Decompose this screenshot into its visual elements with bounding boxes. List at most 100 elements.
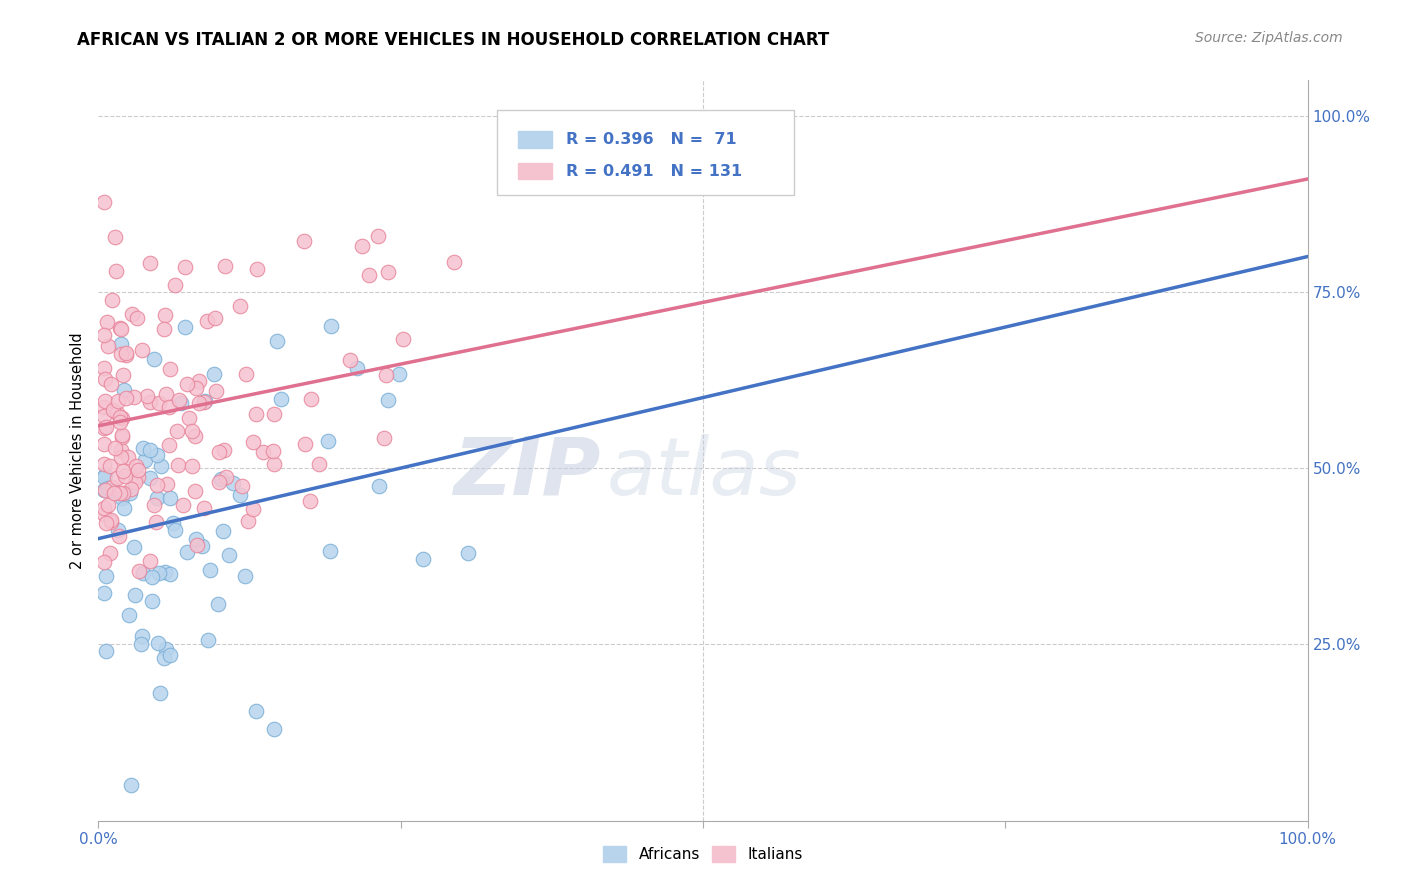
- Point: [198, 563, 221, 577]
- Point: [110, 336, 132, 351]
- Text: atlas: atlas: [606, 434, 801, 512]
- Point: [162, 516, 184, 531]
- Point: [245, 704, 267, 718]
- Point: [252, 445, 274, 459]
- Point: [111, 491, 134, 505]
- Point: [193, 395, 215, 409]
- Point: [131, 343, 153, 357]
- Point: [103, 486, 125, 500]
- Point: [136, 389, 159, 403]
- Point: [368, 479, 391, 493]
- Legend: Africans, Italians: Africans, Italians: [598, 840, 808, 869]
- Point: [93, 501, 115, 516]
- Point: [209, 472, 232, 486]
- Point: [245, 407, 267, 421]
- Point: [146, 478, 169, 492]
- Point: [146, 636, 169, 650]
- Point: [181, 458, 204, 473]
- Point: [125, 459, 148, 474]
- Point: [145, 515, 167, 529]
- Point: [155, 642, 177, 657]
- Point: [111, 427, 134, 442]
- Point: [93, 420, 115, 434]
- Point: [157, 438, 180, 452]
- Point: [443, 255, 465, 269]
- Point: [108, 529, 131, 543]
- Point: [367, 228, 389, 243]
- Point: [108, 416, 131, 430]
- Point: [101, 480, 124, 494]
- Point: [211, 524, 233, 539]
- Point: [94, 420, 117, 434]
- Point: [159, 491, 181, 505]
- Point: [110, 450, 132, 465]
- Point: [104, 230, 127, 244]
- Point: [204, 310, 226, 325]
- Point: [350, 239, 373, 253]
- Point: [163, 278, 186, 293]
- Point: [377, 393, 399, 408]
- Point: [93, 361, 115, 376]
- Point: [159, 648, 181, 662]
- Point: [377, 265, 399, 279]
- Point: [156, 477, 179, 491]
- Point: [101, 403, 124, 417]
- Point: [107, 523, 129, 537]
- Point: [93, 401, 115, 415]
- Point: [112, 464, 135, 478]
- Point: [110, 443, 132, 458]
- Point: [207, 597, 229, 611]
- Point: [184, 484, 207, 499]
- Point: [169, 396, 191, 410]
- Bar: [517, 163, 553, 179]
- Point: [131, 629, 153, 643]
- Point: [124, 588, 146, 602]
- Point: [115, 345, 138, 359]
- Point: [235, 367, 257, 381]
- Point: [229, 488, 252, 502]
- Point: [215, 469, 238, 483]
- Point: [188, 396, 211, 410]
- Point: [93, 327, 115, 342]
- Point: [93, 586, 115, 600]
- Point: [174, 260, 197, 274]
- Point: [184, 429, 207, 443]
- Point: [100, 512, 122, 526]
- Point: [263, 407, 285, 421]
- Point: [266, 334, 288, 348]
- Point: [157, 400, 180, 414]
- Point: [174, 320, 197, 334]
- Point: [186, 381, 208, 395]
- Point: [204, 384, 226, 399]
- Point: [94, 568, 117, 582]
- Point: [93, 457, 115, 471]
- Point: [97, 339, 120, 353]
- Point: [120, 482, 142, 496]
- Point: [308, 457, 330, 471]
- Point: [108, 486, 131, 500]
- Text: ZIP: ZIP: [453, 434, 600, 512]
- Point: [112, 368, 135, 383]
- Point: [149, 686, 172, 700]
- Point: [167, 392, 190, 407]
- Point: [138, 394, 160, 409]
- Point: [159, 566, 181, 581]
- Point: [193, 500, 215, 515]
- Point: [214, 259, 236, 273]
- Point: [107, 393, 129, 408]
- Point: [107, 406, 129, 420]
- Point: [98, 459, 121, 474]
- Point: [159, 362, 181, 376]
- Point: [110, 322, 132, 336]
- Point: [139, 470, 162, 484]
- Point: [134, 452, 156, 467]
- Point: [100, 293, 122, 307]
- Point: [148, 396, 170, 410]
- Point: [155, 565, 177, 579]
- Point: [263, 457, 285, 471]
- Text: R = 0.396   N =  71: R = 0.396 N = 71: [567, 132, 737, 147]
- Point: [270, 392, 292, 407]
- Point: [141, 594, 163, 608]
- Point: [457, 546, 479, 560]
- Point: [93, 470, 115, 484]
